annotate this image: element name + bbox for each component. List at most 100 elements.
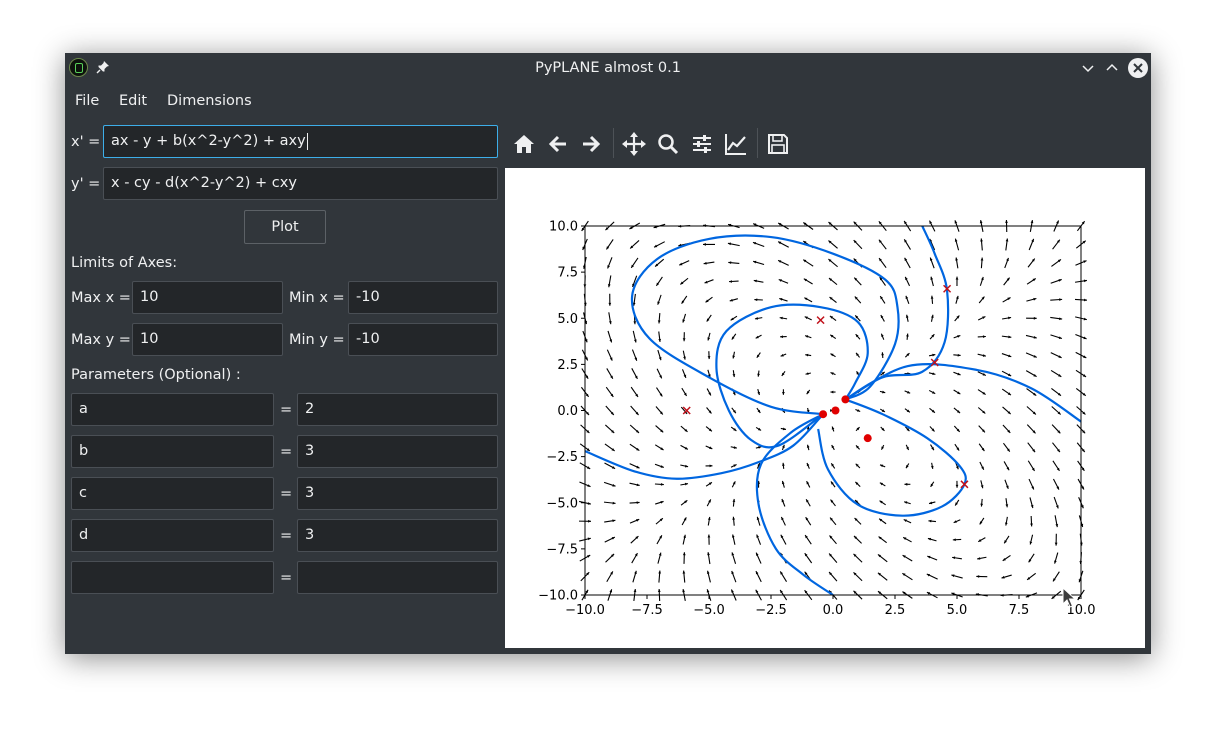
- vector-arrowhead: [804, 316, 808, 320]
- vector-arrowhead: [1007, 429, 1011, 433]
- vector-arrowhead: [955, 484, 959, 488]
- plot-button[interactable]: Plot: [244, 210, 326, 244]
- vector-arrowhead: [611, 553, 615, 557]
- yprime-input[interactable]: x - cy - d(x^2-y^2) + cxy: [103, 167, 498, 200]
- forward-button[interactable]: [578, 131, 604, 157]
- x-tick-label: 0.0: [823, 603, 844, 618]
- param-name-input[interactable]: [71, 561, 274, 594]
- vector-arrowhead: [877, 572, 882, 576]
- vector-arrowhead: [659, 535, 662, 539]
- vector-arrowhead: [611, 537, 615, 540]
- vector-arrowhead: [956, 410, 961, 414]
- param-name-input[interactable]: c: [71, 477, 274, 510]
- min-x-input[interactable]: -10: [348, 281, 498, 314]
- vector-arrowhead: [612, 519, 616, 523]
- zoom-icon: [658, 134, 679, 155]
- max-x-input[interactable]: 10: [132, 281, 283, 314]
- vector-arrowhead: [930, 483, 934, 487]
- vector-arrowhead: [708, 499, 711, 503]
- home-icon: [514, 135, 534, 153]
- vector-arrowhead: [956, 447, 960, 451]
- vector-arrowhead: [957, 372, 961, 376]
- zoom-button[interactable]: [655, 131, 681, 157]
- home-button[interactable]: [511, 131, 537, 157]
- close-button[interactable]: [1128, 58, 1148, 78]
- maximize-icon[interactable]: [1103, 59, 1121, 77]
- vector-arrowhead: [608, 321, 612, 325]
- vector-arrowhead: [780, 571, 783, 575]
- vector-arrowhead: [660, 483, 664, 486]
- vector-arrowhead: [831, 426, 835, 430]
- configure-subplots-button[interactable]: [689, 131, 715, 157]
- vector-arrowhead: [803, 259, 807, 263]
- vector-arrowhead: [805, 535, 808, 539]
- param-value-input[interactable]: 3: [297, 519, 498, 552]
- edit-axes-icon: [725, 134, 746, 155]
- vector-arrowhead: [955, 257, 958, 261]
- vector-arrowhead: [660, 429, 664, 433]
- vector-arrowhead: [856, 409, 861, 412]
- pan-button[interactable]: [621, 131, 647, 157]
- vector-arrowhead: [1054, 560, 1057, 564]
- min-y-input[interactable]: -10: [348, 323, 498, 356]
- vector-arrowhead: [979, 521, 983, 525]
- vector-arrowhead: [981, 296, 985, 300]
- vector-arrowhead: [659, 518, 663, 522]
- vector-arrowhead: [682, 319, 686, 323]
- param-name-input[interactable]: b: [71, 435, 274, 468]
- vector-arrowhead: [854, 500, 859, 504]
- vector-arrowhead: [1057, 448, 1060, 453]
- param-value-input[interactable]: 3: [297, 435, 498, 468]
- vector-arrowhead: [586, 466, 591, 469]
- menu-file[interactable]: File: [75, 93, 100, 109]
- vector-arrowhead: [1006, 277, 1010, 281]
- vector-arrowhead: [1006, 467, 1010, 471]
- vector-arrowhead: [906, 390, 911, 394]
- vector-arrowhead: [1029, 541, 1033, 545]
- param-value-input[interactable]: 3: [297, 477, 498, 510]
- vector-arrowhead: [879, 482, 884, 486]
- vector-arrowhead: [778, 260, 782, 263]
- pin-icon[interactable]: [96, 60, 110, 74]
- toolbar-separator: [757, 128, 758, 158]
- vector-arrowhead: [806, 391, 810, 395]
- minimize-icon[interactable]: [1079, 59, 1097, 77]
- vector-arrowhead: [932, 391, 936, 394]
- vector-arrowhead: [634, 553, 638, 557]
- vector-arrowhead: [881, 427, 885, 431]
- back-button[interactable]: [545, 131, 571, 157]
- vector-arrowhead: [634, 570, 637, 574]
- vector-arrowhead: [635, 429, 640, 433]
- edit-axes-button[interactable]: [723, 131, 749, 157]
- param-equals: =: [280, 528, 293, 544]
- param-value-input[interactable]: [297, 561, 498, 594]
- vector-arrowhead: [878, 239, 882, 243]
- vector-arrowhead: [931, 428, 935, 432]
- param-name-input[interactable]: a: [71, 393, 274, 426]
- vector-arrowhead: [582, 246, 586, 250]
- phase-plane-plot[interactable]: −10.0 −7.5 −5.0 −2.5 0.0 2.5 5.0 7.5 10.0 10.0 7.5…: [505, 168, 1145, 648]
- param-name-input[interactable]: d: [71, 519, 274, 552]
- xprime-label: x' =: [71, 134, 101, 150]
- save-button[interactable]: [765, 131, 791, 157]
- vector-arrowhead: [828, 240, 832, 244]
- plot-canvas[interactable]: −10.0 −7.5 −5.0 −2.5 0.0 2.5 5.0 7.5 10.0 10.0 7.5…: [505, 168, 1145, 648]
- param-value-input[interactable]: 2: [297, 393, 498, 426]
- xprime-input[interactable]: ax - y + b(x^2-y^2) + axy: [103, 125, 498, 158]
- vector-arrowhead: [706, 589, 710, 593]
- vector-arrowhead: [906, 409, 910, 413]
- vector-arrowhead: [982, 354, 986, 357]
- vector-arrowhead: [728, 261, 732, 265]
- vector-arrowhead: [588, 519, 591, 523]
- app-icon[interactable]: [69, 58, 88, 77]
- vector-arrowhead: [932, 353, 936, 357]
- menu-dimensions[interactable]: Dimensions: [167, 93, 252, 109]
- vector-arrowhead: [881, 352, 884, 356]
- vector-arrowhead: [732, 355, 736, 359]
- vector-arrowhead: [1058, 336, 1062, 339]
- vector-arrowhead: [681, 300, 685, 304]
- menu-edit[interactable]: Edit: [119, 93, 148, 109]
- max-y-input[interactable]: 10: [132, 323, 283, 356]
- vector-arrowhead: [926, 592, 931, 595]
- vector-arrowhead: [1032, 449, 1036, 453]
